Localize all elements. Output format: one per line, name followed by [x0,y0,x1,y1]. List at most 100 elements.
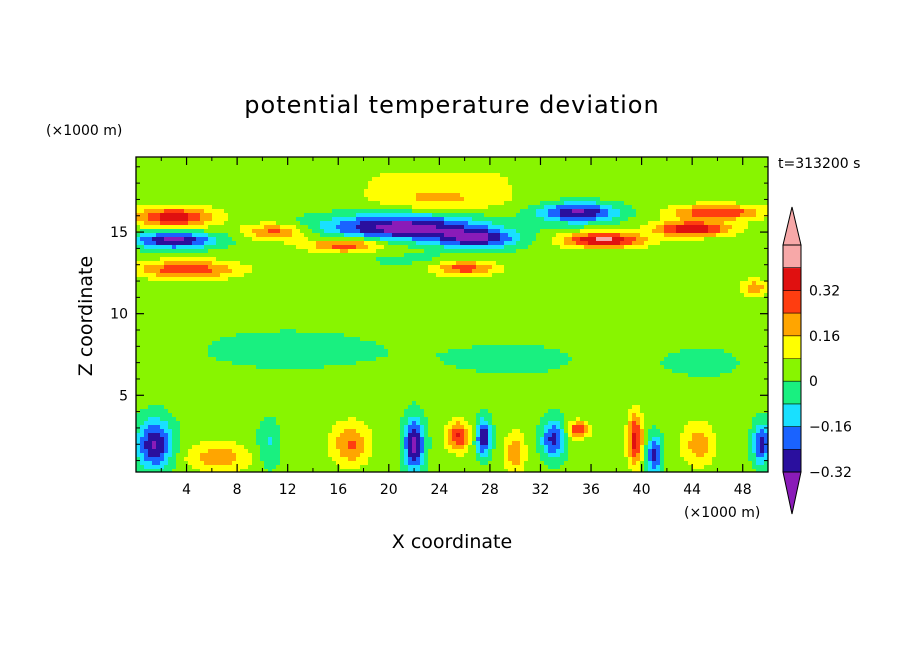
contour-cell [248,465,265,470]
contour-cell [584,433,593,438]
contour-cell [636,461,641,466]
contour-cell [384,229,465,234]
contour-cell [716,449,749,454]
contour-cell [136,165,768,170]
contour-cell [152,441,157,446]
contour-cell [576,241,589,246]
contour-cell [716,233,737,238]
contour-cell [600,209,609,214]
contour-cell [476,421,481,426]
contour-cell [144,457,165,462]
contour-cell [500,233,509,238]
contour-cell [408,417,421,422]
contour-cell [136,417,149,422]
contour-cell [136,325,768,330]
contour-cell [176,245,205,250]
x-tick-label: 16 [329,482,347,498]
contour-cell [640,445,645,450]
contour-cell [332,457,349,462]
contour-cell [696,453,705,458]
contour-cell [408,429,413,434]
contour-cell [620,241,633,246]
contour-cell [640,461,645,466]
contour-cell [264,225,281,230]
contour-cell [140,445,145,450]
contour-cell [548,437,557,442]
contour-cell [712,425,753,430]
contour-cell [424,249,517,254]
contour-cell [572,425,585,430]
contour-cell [648,461,653,466]
contour-cell [620,221,649,226]
contour-cell [164,429,173,434]
contour-cell [256,365,325,370]
contour-cell [740,289,749,294]
contour-cell [280,433,329,438]
contour-cell [336,441,349,446]
contour-cell [512,189,768,194]
contour-cell [208,449,233,454]
contour-cell [444,245,505,250]
contour-cell [280,449,329,454]
contour-cell [704,221,725,226]
contour-cell [496,429,513,434]
contour-cell [452,437,465,442]
contour-cell [452,445,465,450]
contour-cell [588,221,621,226]
contour-cell [624,433,629,438]
contour-cell [640,457,645,462]
contour-cell [660,213,677,218]
contour-cell [644,421,689,426]
contour-cell [320,221,341,226]
contour-cell [356,441,365,446]
contour-cell [684,425,713,430]
contour-cell [160,269,213,274]
contour-cell [736,233,768,238]
contour-cell [568,445,625,450]
contour-cell [564,429,569,434]
contour-cell [628,457,633,462]
contour-cell [228,217,297,222]
contour-cell [164,405,409,410]
contour-cell [696,201,737,206]
contour-cell [372,441,401,446]
contour-cell [336,445,349,450]
contour-cell [660,441,665,446]
contour-cell [692,449,709,454]
contour-cell [764,437,768,442]
contour-cell [572,237,581,242]
contour-cell [260,425,281,430]
contour-cell [612,205,633,210]
contour-cell [332,217,357,222]
contour-cell [140,441,145,446]
contour-cell [628,449,633,454]
contour-cell [296,245,317,250]
contour-cell [692,465,705,470]
contour-cell [424,441,433,446]
contour-cell [564,441,569,446]
contour-cell [472,217,545,222]
contour-cell [492,417,541,422]
contour-cell [704,465,753,470]
contour-cell [280,453,329,458]
contour-cell [452,417,465,422]
contour-cell [380,237,413,242]
x-tick-label: 12 [279,482,297,498]
contour-cell [420,445,425,450]
contour-cell [652,461,661,466]
contour-cell [468,445,477,450]
contour-cell [644,417,753,422]
contour-cell [364,421,401,426]
contour-cell [424,413,477,418]
contour-cell [764,461,768,466]
contour-cell [504,265,768,270]
colorbar-tick-label: 0.32 [809,283,840,299]
contour-cell [464,437,469,442]
contour-cell [760,437,765,442]
contour-cell [192,233,209,238]
contour-cell [628,217,661,222]
contour-cell [392,221,413,226]
contour-cell [228,213,305,218]
contour-cell [368,181,509,186]
contour-cell [752,461,757,466]
